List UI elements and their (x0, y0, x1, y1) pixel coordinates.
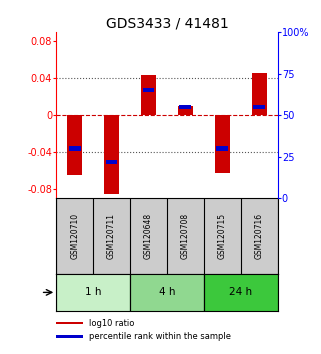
Text: 1 h: 1 h (85, 287, 101, 297)
Text: GSM120716: GSM120716 (255, 213, 264, 259)
Text: GSM120715: GSM120715 (218, 213, 227, 259)
Bar (56, 335, 83, 338)
Text: GSM120710: GSM120710 (70, 213, 79, 259)
Text: percentile rank within the sample: percentile rank within the sample (89, 332, 231, 341)
Bar (106, 160, 117, 164)
Bar (179, 104, 191, 109)
Bar (253, 104, 265, 109)
Bar (178, 106, 193, 115)
Bar (143, 88, 154, 92)
Bar (69, 146, 81, 151)
Bar (56, 322, 83, 324)
Bar (216, 146, 228, 151)
Text: GSM120708: GSM120708 (181, 213, 190, 259)
Bar (104, 115, 119, 194)
Text: log10 ratio: log10 ratio (89, 319, 135, 328)
Text: 24 h: 24 h (229, 287, 252, 297)
Bar (252, 73, 266, 115)
Bar (215, 115, 230, 173)
Bar (141, 75, 156, 115)
Text: GSM120711: GSM120711 (107, 213, 116, 259)
Text: 4 h: 4 h (159, 287, 175, 297)
Text: GSM120648: GSM120648 (144, 213, 153, 259)
Bar (67, 115, 82, 175)
Title: GDS3433 / 41481: GDS3433 / 41481 (106, 17, 228, 31)
